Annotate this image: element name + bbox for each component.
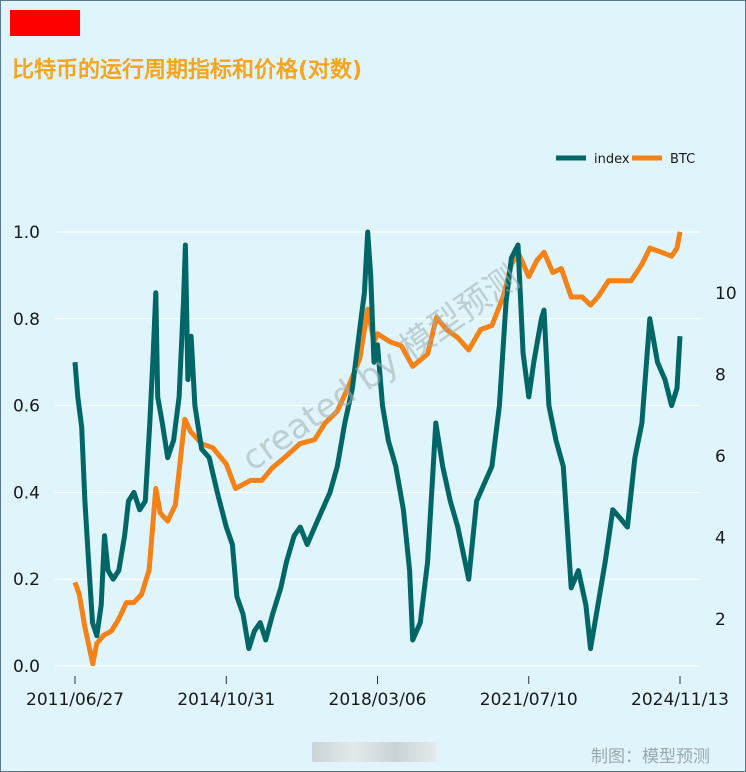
blurred-text xyxy=(312,742,436,762)
legend-label-index: index xyxy=(594,152,630,167)
index-series-line xyxy=(72,229,683,652)
brand-logo xyxy=(10,10,80,36)
y-left-tick-label: 0.8 xyxy=(13,310,40,330)
y-right-tick-label: 2 xyxy=(715,610,726,630)
x-tick-label: 2014/10/31 xyxy=(177,690,275,710)
y-right-tick-label: 8 xyxy=(715,365,726,385)
y-right-tick-label: 10 xyxy=(715,284,737,304)
legend-label-btc: BTC xyxy=(670,152,695,167)
y-left-tick-label: 0.6 xyxy=(13,397,40,417)
footer-credit: 制图：模型预测 xyxy=(591,747,710,767)
y-left-tick-label: 0.0 xyxy=(13,657,40,677)
x-tick-label: 2011/06/27 xyxy=(26,690,124,710)
x-tick-label: 2018/03/06 xyxy=(329,690,427,710)
y-right-tick-label: 6 xyxy=(715,447,726,467)
x-tick-label: 2021/07/10 xyxy=(480,690,578,710)
x-tick-label: 2024/11/13 xyxy=(631,690,729,710)
y-right-tick-label: 4 xyxy=(715,528,726,548)
chart-title: 比特币的运行周期指标和价格(对数) xyxy=(12,58,363,83)
y-left-tick-label: 1.0 xyxy=(13,223,40,243)
y-left-tick-label: 0.2 xyxy=(13,570,40,590)
y-left-tick-label: 0.4 xyxy=(13,483,40,503)
